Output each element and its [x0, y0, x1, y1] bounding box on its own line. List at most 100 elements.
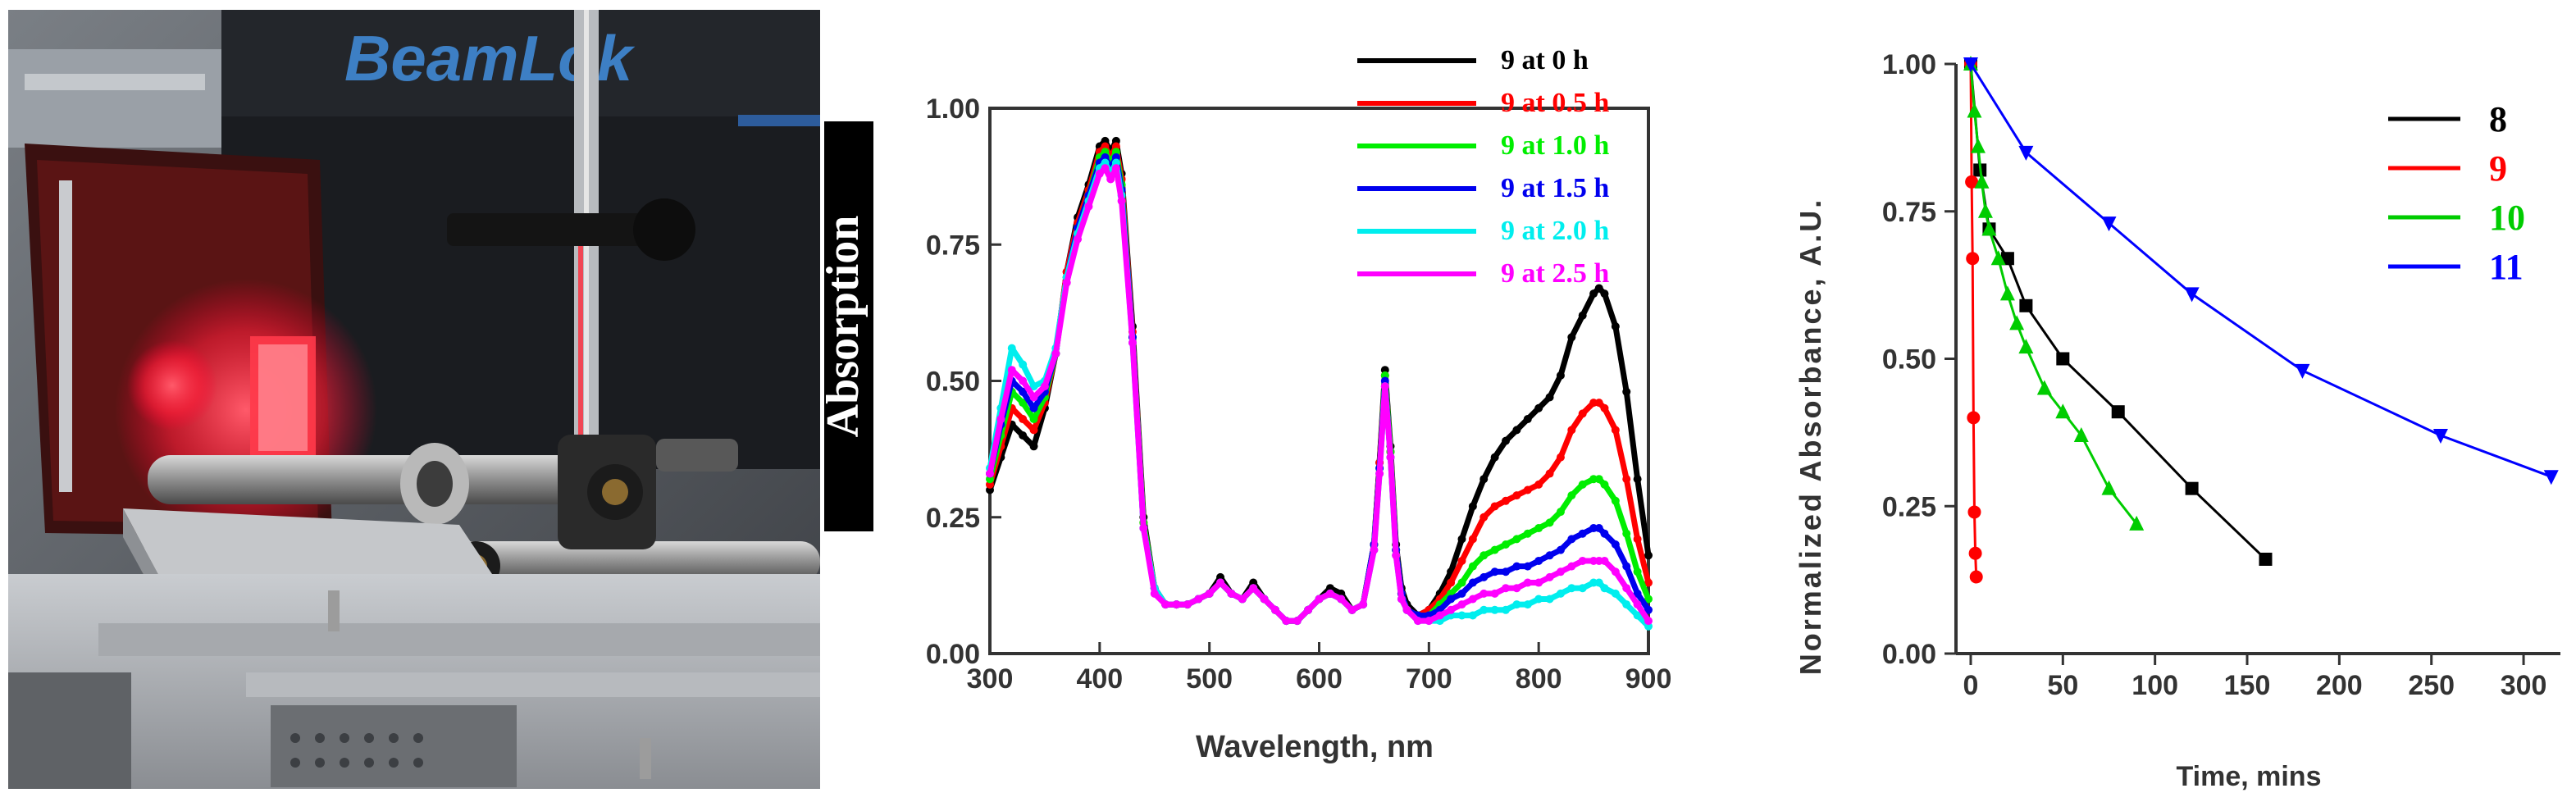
kinetics-ytick-label: 0.25: [1882, 491, 1936, 522]
kinetics-xtick-label: 150: [2224, 670, 2271, 701]
absorption-point: [1633, 589, 1642, 598]
kinetics-point: [2018, 145, 2034, 161]
kinetics-point: [1969, 570, 1983, 584]
kinetics-series-8: [1963, 57, 2273, 566]
absorption-point: [1534, 403, 1543, 412]
absorption-point: [1490, 567, 1499, 576]
kinetics-series-10: [1963, 56, 2145, 531]
kinetics-point: [2073, 426, 2089, 442]
absorption-point: [1644, 595, 1653, 604]
absorption-point: [1227, 589, 1236, 598]
absorption-point: [1622, 475, 1631, 484]
absorption-legend-item: 9 at 0.5 h: [1357, 88, 1609, 118]
absorption-point: [1325, 589, 1334, 598]
absorption-point: [1386, 453, 1395, 462]
absorption-point: [1479, 605, 1489, 614]
absorption-point: [1502, 436, 1511, 445]
absorption-legend-item: 9 at 0 h: [1357, 45, 1589, 75]
absorption-point: [1611, 567, 1620, 576]
kinetics-point: [1966, 252, 1980, 266]
absorption-point: [1468, 562, 1477, 571]
kinetics-point: [2036, 380, 2052, 395]
absorption-point: [1523, 529, 1532, 538]
absorption-point: [1413, 617, 1422, 626]
absorption-point: [1567, 426, 1576, 435]
kinetics-point: [2000, 252, 2014, 266]
absorption-point: [1392, 551, 1401, 560]
kinetics-xlabel: Time, mins: [2177, 761, 2322, 792]
absorption-point: [1545, 551, 1554, 560]
absorption-point: [1194, 595, 1203, 604]
kinetics-point: [2432, 428, 2448, 444]
absorption-point: [1084, 202, 1093, 211]
absorption-point: [1457, 611, 1466, 620]
absorption-point: [1238, 595, 1247, 604]
absorption-point: [1611, 589, 1620, 598]
kinetics-point: [1963, 57, 1978, 72]
kinetics-point: [1977, 203, 1993, 218]
absorption-legend-label: 9 at 0 h: [1501, 45, 1589, 75]
absorption-point: [1611, 322, 1620, 330]
absorption-point: [1282, 617, 1291, 626]
absorption-point: [1512, 426, 1521, 435]
kinetics-point: [2184, 287, 2200, 303]
absorption-point: [1150, 589, 1159, 598]
absorption-point: [1425, 617, 1434, 626]
absorption-point: [1479, 589, 1489, 598]
absorption-point: [1545, 393, 1554, 402]
absorption-point: [1479, 475, 1489, 484]
absorption-point: [1447, 595, 1456, 604]
absorption-point: [1490, 502, 1499, 511]
absorption-point: [1622, 600, 1631, 609]
absorption-point: [1029, 403, 1038, 412]
absorption-point: [1622, 562, 1631, 571]
absorption-point: [1029, 442, 1038, 451]
absorption-legend-item: 9 at 2.0 h: [1357, 216, 1609, 246]
absorption-point: [1633, 567, 1642, 576]
kinetics-ytick-label: 0.50: [1882, 344, 1936, 376]
kinetics-xtick-label: 50: [2047, 670, 2078, 701]
absorption-legend-label: 9 at 2.5 h: [1501, 258, 1609, 289]
absorption-point: [1502, 605, 1511, 614]
absorption-point: [1567, 491, 1576, 500]
absorption-point: [1644, 617, 1653, 626]
absorption-point: [1556, 508, 1565, 517]
absorption-xtick-label: 900: [1625, 663, 1672, 695]
absorption-point: [1567, 562, 1576, 571]
absorption-point: [1019, 415, 1028, 424]
kinetics-xtick-label: 100: [2131, 670, 2178, 701]
absorption-point: [1457, 589, 1466, 598]
absorption-xtick-label: 400: [1076, 663, 1123, 695]
absorption-point: [1095, 169, 1104, 178]
absorption-point: [1534, 578, 1543, 587]
kinetics-point: [1968, 546, 1982, 560]
absorption-point: [1567, 333, 1576, 342]
absorption-xlabel: Wavelength, nm: [1196, 730, 1434, 764]
kinetics-line-8: [1969, 63, 2267, 561]
absorption-point: [1128, 338, 1137, 347]
absorption-point: [1594, 475, 1603, 484]
absorption-point: [1545, 469, 1554, 478]
absorption-point: [1633, 535, 1642, 544]
kinetics-point: [1967, 103, 1982, 118]
absorption-point: [1600, 480, 1609, 489]
absorption-point: [1512, 584, 1521, 593]
absorption-point: [1029, 415, 1038, 424]
absorption-point: [1040, 382, 1049, 391]
absorption-point: [1578, 409, 1587, 418]
kinetics-point: [1970, 138, 1986, 153]
absorption-point: [1293, 617, 1302, 626]
absorption-point: [1534, 556, 1543, 565]
absorption-point: [1600, 584, 1609, 593]
absorption-point: [1490, 605, 1499, 614]
absorption-point: [1633, 611, 1642, 620]
absorption-point: [1633, 475, 1642, 484]
absorption-point: [1589, 289, 1598, 298]
absorption-point: [1260, 595, 1269, 604]
absorption-point: [1447, 578, 1456, 587]
absorption-point: [1578, 529, 1587, 538]
absorption-point: [1512, 535, 1521, 544]
absorption-point: [1644, 578, 1653, 587]
absorption-series-9-at-2-5-h: [986, 164, 1653, 626]
